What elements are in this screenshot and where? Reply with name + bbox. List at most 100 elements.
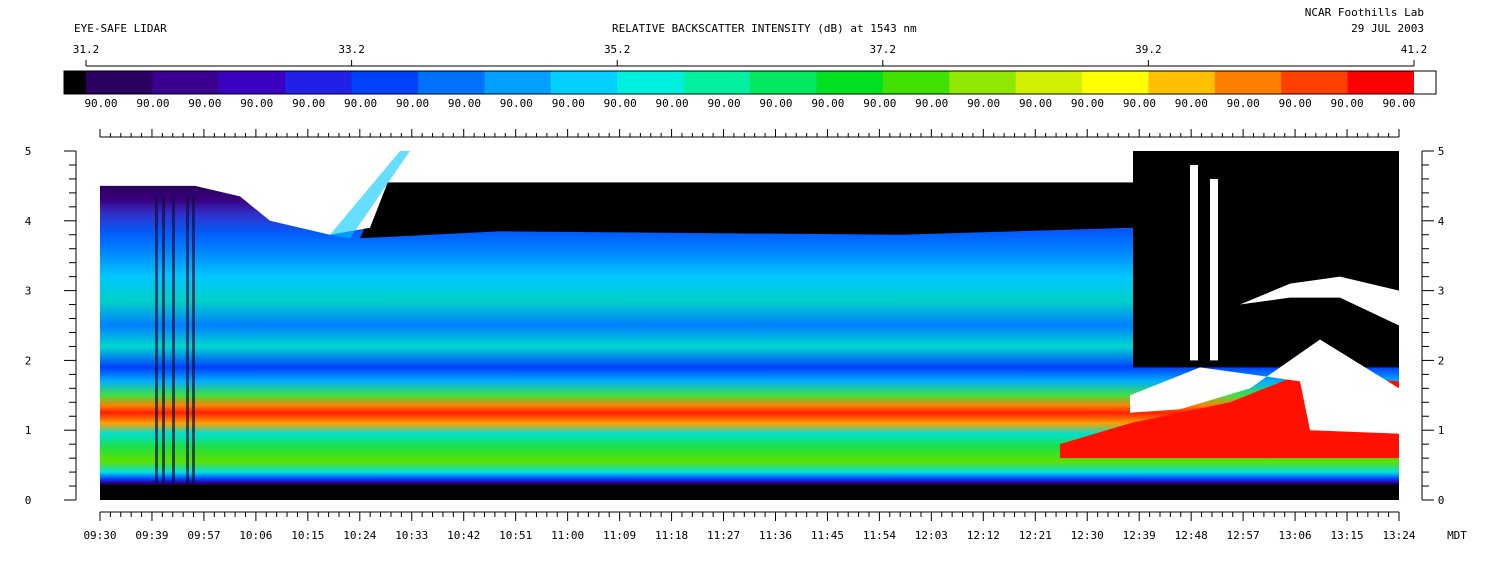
bin-value-label: 90.00 — [604, 97, 637, 110]
time-tick-label: 11:27 — [707, 529, 740, 542]
bin-value-label: 90.00 — [915, 97, 948, 110]
bin-value-label: 90.00 — [188, 97, 221, 110]
colorbar-segment — [750, 71, 817, 94]
colorbar-bin-labels: 90.00 90.00 90.00 90.00 90.00 90.00 90.00 90.00… — [84, 97, 1415, 110]
time-tick-label: 09:30 — [83, 529, 116, 542]
bin-value-label: 90.00 — [448, 97, 481, 110]
colorbar-segment — [1281, 71, 1349, 94]
left-altitude-label: 1 — [25, 424, 32, 437]
scale-label: 33.2 — [338, 43, 365, 56]
bin-value-label: 90.00 — [656, 97, 689, 110]
colorbar-segment — [484, 71, 552, 94]
cloud-spike — [1190, 164, 1198, 361]
colorbar-segment — [1148, 71, 1216, 94]
time-tick-label: 13:24 — [1382, 529, 1415, 542]
time-tick-label: 10:51 — [499, 529, 532, 542]
bin-value-label: 90.00 — [967, 97, 1000, 110]
bin-value-label: 90.00 — [1331, 97, 1364, 110]
bin-value-label: 90.00 — [396, 97, 429, 110]
scale-label: 35.2 — [604, 43, 631, 56]
colorbar-segment — [683, 71, 751, 94]
colorbar-segment — [1082, 71, 1149, 94]
bin-value-label: 90.00 — [344, 97, 377, 110]
right-altitude-label: 2 — [1438, 354, 1445, 367]
colorbar-scale: 31.2 33.2 35.2 37.2 39.2 41.2 — [73, 43, 1428, 67]
time-unit-label: MDT — [1447, 529, 1467, 542]
bin-value-label: 90.00 — [84, 97, 117, 110]
left-altitude-label: 0 — [25, 494, 32, 507]
colorbar-segment — [64, 71, 86, 94]
time-tick-label: 12:57 — [1227, 529, 1260, 542]
cloud-spike — [1210, 178, 1218, 361]
time-tick-label: 09:57 — [187, 529, 220, 542]
time-tick-label: 10:06 — [239, 529, 272, 542]
time-tick-label: 12:48 — [1175, 529, 1208, 542]
colorbar-frame — [63, 70, 1437, 95]
time-tick-label: 13:06 — [1279, 529, 1312, 542]
cloud-shadow-region — [1133, 151, 1399, 368]
date-label: 29 JUL 2003 — [1351, 22, 1424, 35]
time-tick-label: 09:39 — [135, 529, 168, 542]
time-tick-label: 11:45 — [811, 529, 844, 542]
time-tick-label: 12:12 — [967, 529, 1000, 542]
colorbar — [63, 70, 1437, 95]
chart-title: RELATIVE BACKSCATTER INTENSITY (dB) at 1… — [612, 22, 917, 35]
scale-label: 37.2 — [870, 43, 897, 56]
axes: 09:30 09:39 09:57 10:06 10:15 10:24 10:33 10:42… — [25, 129, 1467, 542]
colorbar-segment — [617, 71, 685, 94]
time-tick-label: 10:42 — [447, 529, 480, 542]
scale-label: 41.2 — [1401, 43, 1428, 56]
left-altitude-label: 4 — [25, 215, 32, 228]
column-streak — [192, 196, 195, 483]
bin-value-label: 90.00 — [500, 97, 533, 110]
instrument-label: EYE-SAFE LIDAR — [74, 22, 167, 35]
time-tick-label: 12:30 — [1071, 529, 1104, 542]
bin-value-label: 90.00 — [136, 97, 169, 110]
colorbar-segment — [816, 71, 884, 94]
time-tick-label: 11:00 — [551, 529, 584, 542]
left-altitude-label: 5 — [25, 145, 32, 158]
column-streak — [155, 196, 158, 483]
colorbar-segment — [351, 71, 419, 94]
bin-value-label: 90.00 — [292, 97, 325, 110]
cloud-edge — [330, 151, 410, 239]
scale-label: 39.2 — [1135, 43, 1162, 56]
bin-value-label: 90.00 — [1019, 97, 1052, 110]
right-altitude-label: 1 — [1438, 424, 1445, 437]
right-altitude-label: 3 — [1438, 285, 1445, 298]
bin-value-label: 90.00 — [240, 97, 273, 110]
upper-cloud — [1240, 276, 1399, 326]
colorbar-segment — [550, 71, 618, 94]
bin-value-label: 90.00 — [1382, 97, 1415, 110]
time-tick-label: 10:15 — [291, 529, 324, 542]
left-altitude-label: 2 — [25, 354, 32, 367]
time-tick-label: 11:09 — [603, 529, 636, 542]
time-tick-label: 12:03 — [915, 529, 948, 542]
bin-value-label: 90.00 — [811, 97, 844, 110]
colorbar-segment — [86, 71, 153, 94]
bin-value-label: 90.00 — [863, 97, 896, 110]
site-label: NCAR Foothills Lab — [1304, 6, 1424, 19]
time-tick-label: 12:39 — [1123, 529, 1156, 542]
column-streak — [162, 196, 165, 483]
colorbar-segment — [152, 71, 220, 94]
surface-band — [100, 484, 1399, 500]
bin-value-label: 90.00 — [1123, 97, 1156, 110]
time-tick-label: 13:15 — [1330, 529, 1363, 542]
bin-value-label: 90.00 — [1175, 97, 1208, 110]
bin-value-label: 90.00 — [1227, 97, 1260, 110]
colorbar-segment — [949, 71, 1017, 94]
bin-value-label: 90.00 — [707, 97, 740, 110]
time-tick-label: 11:36 — [759, 529, 792, 542]
bin-value-label: 90.00 — [1071, 97, 1104, 110]
colorbar-segment — [1015, 71, 1083, 94]
right-altitude-label: 4 — [1438, 215, 1445, 228]
time-tick-label: 11:18 — [655, 529, 688, 542]
bin-value-label: 90.00 — [1279, 97, 1312, 110]
time-tick-label: 10:24 — [343, 529, 376, 542]
bin-value-label: 90.00 — [552, 97, 585, 110]
colorbar-segment — [1214, 71, 1282, 94]
column-streak — [186, 196, 189, 483]
colorbar-segment — [285, 71, 353, 94]
